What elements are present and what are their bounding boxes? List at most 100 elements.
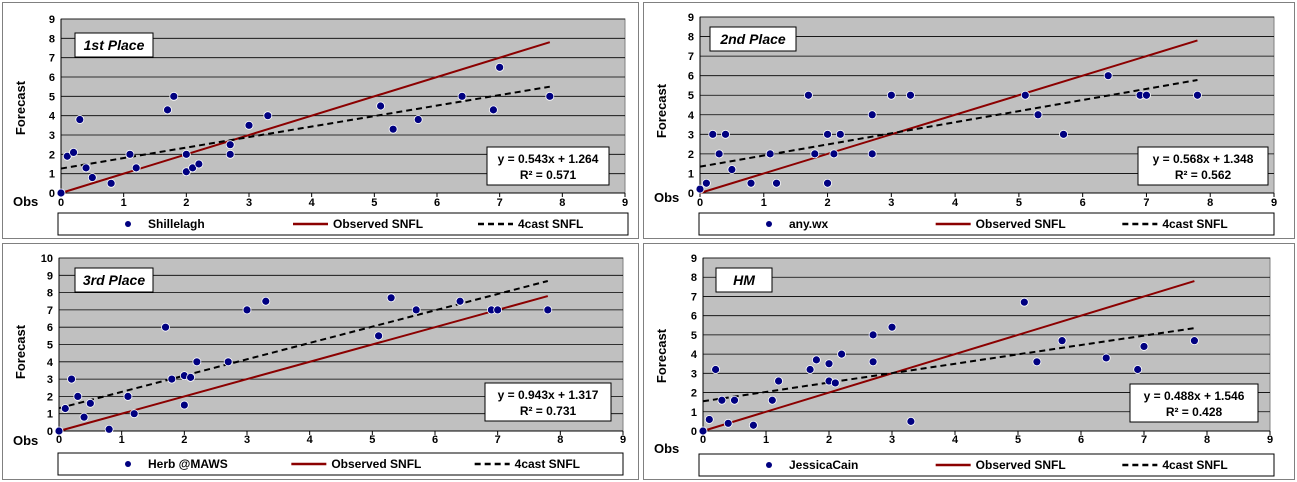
title-box (74, 267, 154, 293)
data-point (244, 120, 254, 130)
x-tick-label: 8 (557, 434, 563, 446)
chart-3rd-place: 0 1 2 3 4 5 6 7 8 9 10 0 1 2 3 4 5 6 7 8 9 Obs Forecast 3rd Pla… (13, 253, 626, 476)
legend-label-observed: Observed SNFL (976, 217, 1066, 231)
y-tick-label: 3 (691, 368, 697, 380)
x-tick-label: 6 (1078, 434, 1084, 446)
data-point (704, 415, 714, 424)
y-tick-label: 9 (691, 253, 697, 265)
x-tick-label: 3 (889, 434, 895, 446)
y-tick-label: 8 (691, 272, 697, 284)
y-tick-label: 9 (49, 14, 55, 26)
chart-panel-1st-place: 0 1 2 3 4 5 6 7 8 9 0 1 2 3 4 5 6 7 8 9 Obs Forecast 1st Place… (2, 2, 639, 239)
data-point (75, 115, 85, 124)
data-point (543, 305, 553, 315)
x-tick-label: 2 (824, 197, 830, 209)
data-point (810, 149, 820, 159)
data-point (388, 124, 398, 134)
data-point (1032, 357, 1042, 367)
x-tick-label: 7 (1141, 434, 1147, 446)
equation-box (1137, 146, 1269, 186)
x-axis-label: Obs (654, 190, 679, 205)
data-point (867, 149, 877, 159)
y-tick-label: 7 (688, 51, 694, 63)
data-point (123, 391, 133, 401)
data-point (823, 178, 832, 188)
y-tick-label: 10 (41, 253, 53, 265)
data-point (169, 91, 179, 101)
x-tick-label: 8 (559, 197, 565, 209)
data-point (829, 149, 839, 159)
equation-box (1129, 383, 1259, 423)
data-point (765, 149, 775, 159)
data-point (67, 374, 76, 384)
data-point (708, 129, 718, 139)
x-tick-label: 5 (1015, 434, 1021, 446)
r-squared: R² = 0.571 (520, 168, 577, 182)
data-point (161, 322, 170, 332)
data-point (85, 398, 95, 408)
y-tick-label: 6 (691, 311, 697, 323)
x-tick-label: 9 (620, 434, 626, 446)
data-point (730, 395, 739, 405)
data-point (711, 365, 720, 374)
x-tick-label: 0 (56, 434, 62, 446)
x-tick-label: 7 (495, 434, 501, 446)
r-squared: R² = 0.562 (1175, 168, 1232, 182)
chart-title: 2nd Place (719, 31, 786, 47)
trend-equation: y = 0.543x + 1.264 (498, 152, 599, 166)
legend-label-forecast: 4cast SNFL (1162, 217, 1227, 231)
data-point (545, 91, 555, 101)
y-tick-label: 0 (47, 426, 53, 438)
y-tick-label: 1 (691, 407, 697, 419)
data-point (1057, 336, 1067, 346)
data-point (455, 296, 465, 306)
data-point (887, 322, 897, 332)
y-tick-label: 3 (47, 374, 53, 386)
chart-hm: 0 1 2 3 4 5 6 7 8 9 0 1 2 3 4 5 6 7 8 9 Obs Forecast HM y = 0.4… (654, 253, 1275, 477)
data-point (1190, 336, 1199, 346)
data-point (374, 331, 384, 341)
y-tick-label: 3 (688, 129, 694, 141)
data-point (698, 426, 708, 436)
y-axis-label: Forecast (654, 83, 669, 138)
data-point (62, 151, 72, 161)
x-tick-label: 0 (697, 197, 703, 209)
chart-title: 1st Place (84, 37, 145, 53)
y-tick-label: 9 (47, 270, 53, 282)
observed-snfl-line (702, 280, 1195, 432)
y-axis-label: Forecast (13, 80, 28, 135)
y-tick-label: 7 (691, 291, 697, 303)
x-axis-label: Obs (13, 433, 38, 448)
data-point (192, 357, 202, 367)
chart-1st-place: 0 1 2 3 4 5 6 7 8 9 0 1 2 3 4 5 6 7 8 9 Obs Forecast 1st Place… (13, 14, 629, 236)
x-tick-label: 3 (246, 197, 252, 209)
equation-box (484, 382, 612, 422)
data-point (906, 90, 915, 100)
data-point (695, 184, 705, 194)
data-point (1101, 353, 1111, 363)
data-point (186, 372, 196, 382)
data-point (727, 165, 737, 174)
y-tick-label: 2 (47, 391, 53, 403)
data-point (721, 129, 730, 139)
data-point (81, 163, 91, 173)
x-tick-label: 4 (952, 434, 959, 446)
data-point (835, 129, 845, 139)
legend (57, 452, 624, 476)
y-tick-label: 0 (691, 426, 697, 438)
data-point (723, 418, 733, 428)
y-tick-label: 5 (691, 330, 697, 342)
data-point (225, 140, 235, 150)
y-tick-label: 5 (688, 90, 694, 102)
x-axis-label: Obs (13, 194, 38, 209)
trend-equation: y = 0.568x + 1.348 (1153, 152, 1254, 166)
legend-label-points: Herb @MAWS (148, 457, 228, 471)
x-axis-label: Obs (654, 441, 679, 456)
legend-label-points: Shillelagh (148, 217, 205, 231)
data-point (1019, 297, 1029, 307)
x-tick-label: 1 (121, 197, 127, 209)
data-point (69, 147, 78, 157)
legend-label-forecast: 4cast SNFL (515, 457, 580, 471)
y-tick-label: 4 (688, 110, 695, 122)
x-tick-label: 4 (952, 197, 959, 209)
